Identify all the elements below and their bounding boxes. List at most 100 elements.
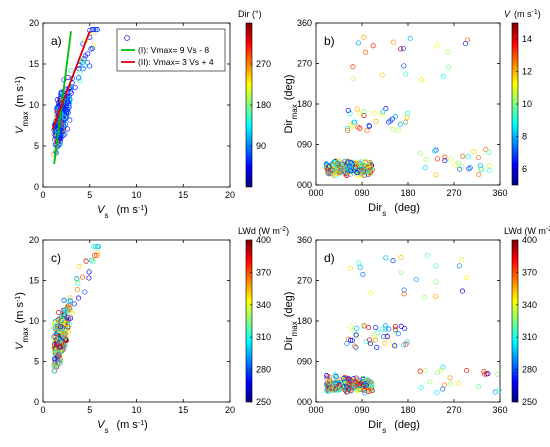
colorbar-tick-label: 400 [256,235,271,245]
data-point [348,161,354,167]
data-point [492,389,498,395]
data-point [67,295,73,301]
data-point [442,154,448,160]
scatter-points [51,243,101,374]
y-tick-label: 20 [29,18,39,28]
x-tick-label: 10 [131,405,141,415]
data-point [370,43,376,49]
colorbar-tick-label: 90 [256,141,266,151]
data-point [456,381,462,387]
data-point [344,340,350,347]
legend-entry: (I): Vmax= 9 Vs - 8 [138,45,209,55]
y-axis-label: Dirmax(deg) [283,292,299,351]
data-point [52,368,58,374]
data-point [363,382,369,388]
data-point [475,384,482,390]
legend-entry: (II): Vmax= 3 Vs + 4 [138,57,214,67]
data-point [367,171,373,177]
data-point [392,326,399,332]
data-point [375,330,381,336]
data-point [398,46,404,52]
data-point [427,379,433,385]
data-point [347,122,354,129]
data-point [327,374,333,380]
data-point [404,110,411,116]
data-point [494,371,500,377]
data-point [353,375,359,381]
data-point [64,110,70,117]
data-point [330,167,336,173]
colorbar-tick-label: 270 [256,59,271,69]
y-axis-label: Vmax(m s-1) [14,76,30,134]
scatter-points [323,34,493,179]
data-point [358,169,364,175]
data-point [361,109,367,115]
data-point [55,352,61,358]
data-point [350,75,356,82]
data-point [93,27,99,33]
colorbar-tick-label: 310 [256,332,271,342]
data-point [82,63,88,69]
data-point [424,253,430,259]
data-point [478,166,485,172]
data-point [447,375,453,381]
data-point [67,117,73,123]
data-point [71,301,77,307]
data-point [74,276,80,282]
data-point [324,373,330,379]
data-point [421,294,427,301]
data-point [465,154,471,160]
x-tick-label: 20 [225,405,235,415]
data-point [400,45,406,52]
data-point [361,163,367,169]
data-point [63,321,69,327]
y-tick-label: 180 [297,99,312,109]
data-point [352,119,358,125]
data-point [333,374,339,380]
fit-line-2 [51,30,91,130]
data-point [77,70,83,76]
data-point [347,265,354,272]
data-point [348,159,354,165]
colorbar: 6 8 10 12 14 V (m s-1) [504,9,541,186]
data-point [55,309,62,316]
colorbar: 90 180 270 Dir (°) [238,9,271,188]
fit-line-1 [53,31,72,165]
data-point [365,380,371,386]
colorbar-tick-label: 14 [522,34,532,44]
colorbar-tick-label: 280 [522,365,537,375]
panel-b: 000 090 180 270 360 000 090 180 270 360 Dirs (deg) D… [283,9,541,218]
data-point [356,260,362,266]
x-tick-label: 5 [87,405,92,415]
panel-label: c) [51,251,61,265]
data-point [342,387,348,393]
data-point [348,337,354,343]
data-point [357,264,363,270]
data-point [349,337,355,343]
data-point [92,252,98,258]
data-point [379,326,385,332]
data-point [366,337,373,343]
data-point [389,127,396,133]
panel-label: a) [51,34,62,48]
y-tick-label: 10 [29,100,39,110]
data-point [66,104,72,110]
data-point [373,118,379,124]
colorbar-tick-label: 8 [522,131,527,141]
colorbar-title: Dir (°) [238,9,262,19]
data-point [398,323,404,329]
data-point [76,75,82,81]
data-point [354,170,360,176]
data-point [94,27,100,33]
colorbar-tick-label: 250 [256,397,271,407]
x-tick-label: 5 [87,190,92,200]
data-point [59,326,65,332]
data-point [423,156,429,163]
data-point [341,376,347,382]
data-point [65,126,71,132]
data-point [337,160,343,167]
data-point [61,297,67,303]
data-point [407,36,413,42]
data-point [373,324,379,330]
